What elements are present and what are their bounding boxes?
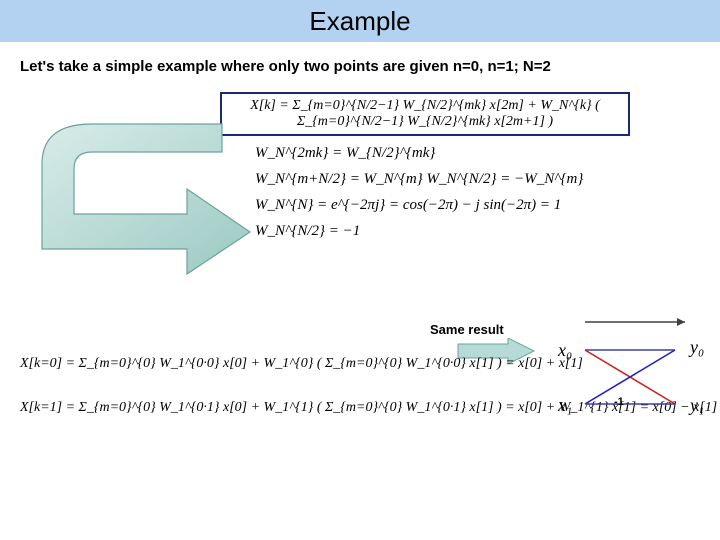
butterfly-node-y1: y₁ (690, 395, 704, 416)
identity-line: W_N^{N/2} = −1 (255, 218, 583, 244)
same-result-label: Same result (430, 322, 504, 337)
identity-line: W_N^{2mk} = W_{N/2}^{mk} (255, 140, 583, 166)
butterfly-node-x1: x₁ (558, 395, 572, 416)
slide-title: Example (309, 6, 410, 37)
curved-arrow-icon (32, 114, 252, 294)
butterfly-node-y0: y₀ (690, 337, 704, 358)
result-equation-k0: X[k=0] = Σ_{m=0}^{0} W_1^{0·0} x[0] + W_… (20, 356, 583, 372)
boxed-equation: X[k] = Σ_{m=0}^{N/2−1} W_{N/2}^{mk} x[2m… (220, 92, 630, 136)
identity-line: W_N^{m+N/2} = W_N^{m} W_N^{N/2} = −W_N^{… (255, 166, 583, 192)
intro-text: Let's take a simple example where only t… (20, 58, 551, 75)
butterfly-node-x0: x₀ (558, 340, 572, 361)
identity-list: W_N^{2mk} = W_{N/2}^{mk} W_N^{m+N/2} = W… (255, 140, 583, 244)
slide-title-bar: Example (0, 0, 720, 42)
identity-line: W_N^{N} = e^{−2πj} = cos(−2π) − j sin(−2… (255, 192, 583, 218)
butterfly-weight-minus1: -1 (614, 396, 624, 408)
